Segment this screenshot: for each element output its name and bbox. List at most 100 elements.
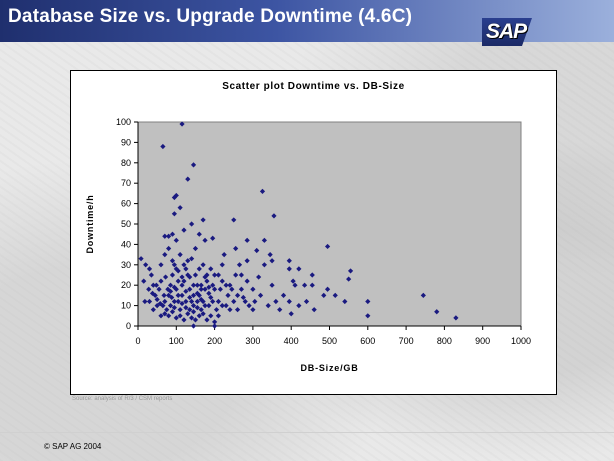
data-point <box>223 282 229 288</box>
data-point <box>204 278 210 284</box>
y-tick-label: 40 <box>121 239 131 249</box>
data-point <box>194 290 200 296</box>
data-point <box>324 286 331 292</box>
y-tick-label: 10 <box>121 301 131 311</box>
data-point <box>210 235 216 241</box>
data-point <box>150 282 156 288</box>
data-point <box>269 282 275 288</box>
data-point <box>311 307 317 313</box>
data-point <box>190 323 197 329</box>
data-point <box>158 313 164 319</box>
data-point <box>233 245 239 252</box>
data-point <box>208 266 214 272</box>
data-point <box>208 294 214 301</box>
x-tick-label: 1000 <box>511 336 531 346</box>
data-point <box>250 307 256 313</box>
data-point <box>175 278 181 284</box>
y-tick-label: 90 <box>121 137 131 147</box>
data-point <box>273 298 279 305</box>
data-point <box>236 262 243 268</box>
data-point <box>198 307 204 313</box>
data-point <box>169 231 176 237</box>
data-point <box>173 237 179 243</box>
x-tick-label: 0 <box>135 336 140 346</box>
data-point <box>212 272 218 278</box>
data-point <box>261 237 267 243</box>
data-point <box>158 262 164 268</box>
data-point <box>254 247 260 254</box>
x-tick-label: 800 <box>437 336 452 346</box>
data-point <box>277 307 283 313</box>
y-tick-label: 70 <box>121 178 131 188</box>
data-point <box>162 311 168 317</box>
footer-divider <box>0 432 614 433</box>
chart-title: Scatter plot Downtime vs. DB-Size <box>222 81 405 92</box>
x-tick-label: 700 <box>399 336 414 346</box>
data-point <box>181 262 187 268</box>
data-point <box>153 282 159 288</box>
x-axis-label: DB-Size/GB <box>300 363 358 373</box>
data-point <box>183 266 189 272</box>
y-axis-label: Downtime/h <box>85 195 95 254</box>
data-point <box>215 313 222 319</box>
data-point <box>158 278 164 284</box>
data-point <box>185 311 191 317</box>
data-point <box>164 307 170 313</box>
data-point <box>169 272 176 278</box>
data-point <box>167 288 174 294</box>
data-point <box>171 211 177 217</box>
data-point <box>177 307 183 313</box>
data-point <box>288 311 294 317</box>
data-point <box>240 294 246 301</box>
x-tick-label: 200 <box>207 336 222 346</box>
x-tick-label: 600 <box>360 336 375 346</box>
data-point <box>169 258 176 264</box>
data-point <box>194 282 200 288</box>
data-point <box>238 272 245 278</box>
data-point <box>192 272 199 278</box>
data-point <box>346 276 352 282</box>
data-point <box>194 305 200 311</box>
data-point <box>231 217 237 223</box>
data-point <box>171 305 177 311</box>
y-tick-label: 100 <box>116 117 131 127</box>
data-point <box>143 262 149 268</box>
data-point <box>177 313 183 319</box>
data-point <box>179 121 185 127</box>
data-point <box>162 252 168 258</box>
x-tick-label: 900 <box>475 336 490 346</box>
data-point <box>162 233 168 239</box>
x-tick-label: 300 <box>245 336 260 346</box>
data-point <box>206 284 212 290</box>
data-point <box>150 307 156 313</box>
data-point <box>309 272 315 278</box>
y-tick-label: 50 <box>121 219 131 229</box>
data-point <box>179 300 185 307</box>
footer-copyright: © SAP AG 2004 <box>44 442 102 451</box>
source-note: Source: analysis of R/3 / CSM reports <box>72 396 173 402</box>
data-point <box>192 245 199 252</box>
data-point <box>146 266 153 272</box>
data-point <box>213 307 220 313</box>
data-point <box>200 217 206 223</box>
data-point <box>148 272 155 278</box>
y-tick-label: 0 <box>126 321 131 331</box>
data-point <box>146 286 152 292</box>
data-point <box>181 227 187 233</box>
y-tick-label: 80 <box>121 158 131 168</box>
data-point <box>233 272 239 278</box>
data-point <box>171 194 177 201</box>
data-point <box>234 307 241 313</box>
data-point <box>189 256 195 262</box>
data-point <box>208 313 214 319</box>
y-tick-label: 20 <box>121 280 131 290</box>
data-point <box>365 313 371 319</box>
y-tick-label: 30 <box>121 260 131 270</box>
data-point <box>157 300 163 307</box>
data-point <box>190 282 197 288</box>
y-tick-label: 60 <box>121 199 131 209</box>
data-point <box>196 231 202 237</box>
data-point <box>212 323 218 329</box>
data-point <box>169 309 176 315</box>
